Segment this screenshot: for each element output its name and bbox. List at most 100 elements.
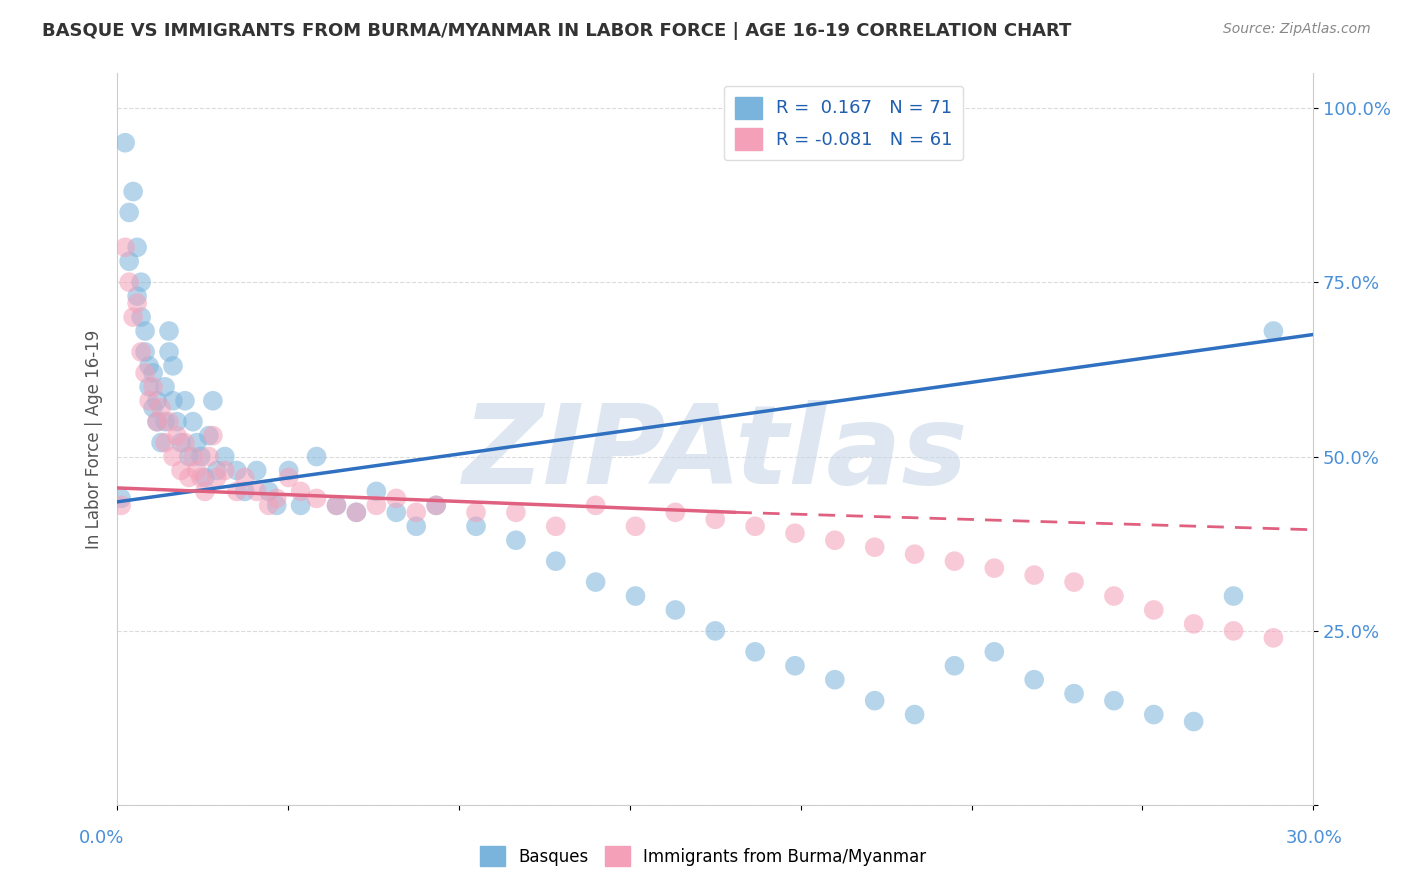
- Point: [783, 658, 806, 673]
- Point: [129, 275, 152, 289]
- Point: [366, 484, 388, 499]
- Point: [166, 428, 188, 442]
- Text: BASQUE VS IMMIGRANTS FROM BURMA/MYANMAR IN LABOR FORCE | AGE 16-19 CORRELATION C: BASQUE VS IMMIGRANTS FROM BURMA/MYANMAR …: [42, 22, 1071, 40]
- Point: [1024, 568, 1046, 582]
- Point: [150, 435, 173, 450]
- Point: [114, 240, 136, 254]
- Text: ZIPAtlas: ZIPAtlas: [463, 401, 967, 508]
- Point: [257, 484, 280, 499]
- Point: [190, 470, 212, 484]
- Point: [186, 463, 208, 477]
- Point: [744, 519, 766, 533]
- Point: [266, 491, 288, 506]
- Point: [127, 289, 149, 303]
- Point: [1263, 631, 1285, 645]
- Point: [177, 470, 200, 484]
- Point: [127, 240, 149, 254]
- Point: [134, 366, 156, 380]
- Point: [134, 324, 156, 338]
- Point: [174, 435, 197, 450]
- Point: [138, 359, 160, 373]
- Point: [142, 401, 165, 415]
- Point: [170, 435, 193, 450]
- Point: [585, 575, 607, 590]
- Point: [903, 707, 925, 722]
- Point: [1063, 687, 1085, 701]
- Point: [1024, 673, 1046, 687]
- Point: [198, 428, 221, 442]
- Point: [277, 463, 299, 477]
- Point: [114, 136, 136, 150]
- Point: [153, 435, 176, 450]
- Y-axis label: In Labor Force | Age 16-19: In Labor Force | Age 16-19: [86, 329, 103, 549]
- Point: [325, 499, 347, 513]
- Point: [824, 673, 846, 687]
- Point: [146, 415, 169, 429]
- Point: [863, 693, 886, 707]
- Point: [385, 491, 408, 506]
- Point: [624, 589, 647, 603]
- Point: [983, 645, 1005, 659]
- Legend: Basques, Immigrants from Burma/Myanmar: Basques, Immigrants from Burma/Myanmar: [472, 839, 934, 873]
- Point: [1063, 575, 1085, 590]
- Point: [366, 499, 388, 513]
- Point: [150, 401, 173, 415]
- Point: [544, 519, 567, 533]
- Point: [1222, 624, 1244, 638]
- Point: [127, 296, 149, 310]
- Point: [1143, 603, 1166, 617]
- Point: [1182, 616, 1205, 631]
- Point: [134, 345, 156, 359]
- Point: [465, 519, 488, 533]
- Point: [1182, 714, 1205, 729]
- Point: [704, 512, 727, 526]
- Point: [205, 463, 228, 477]
- Legend: R =  0.167   N = 71, R = -0.081   N = 61: R = 0.167 N = 71, R = -0.081 N = 61: [724, 86, 963, 161]
- Point: [664, 505, 686, 519]
- Point: [585, 499, 607, 513]
- Point: [344, 505, 367, 519]
- Point: [201, 393, 224, 408]
- Point: [246, 484, 269, 499]
- Point: [110, 499, 132, 513]
- Point: [405, 519, 427, 533]
- Point: [405, 505, 427, 519]
- Text: 0.0%: 0.0%: [79, 829, 124, 847]
- Point: [744, 645, 766, 659]
- Point: [157, 415, 180, 429]
- Point: [138, 380, 160, 394]
- Point: [225, 484, 247, 499]
- Text: Source: ZipAtlas.com: Source: ZipAtlas.com: [1223, 22, 1371, 37]
- Point: [162, 359, 184, 373]
- Point: [146, 393, 169, 408]
- Point: [110, 491, 132, 506]
- Point: [194, 484, 217, 499]
- Point: [704, 624, 727, 638]
- Point: [1102, 589, 1125, 603]
- Point: [277, 470, 299, 484]
- Point: [138, 393, 160, 408]
- Point: [903, 547, 925, 561]
- Point: [624, 519, 647, 533]
- Point: [943, 658, 966, 673]
- Point: [153, 415, 176, 429]
- Point: [118, 254, 141, 268]
- Point: [325, 499, 347, 513]
- Point: [505, 505, 527, 519]
- Point: [129, 345, 152, 359]
- Point: [257, 499, 280, 513]
- Point: [118, 275, 141, 289]
- Point: [824, 533, 846, 548]
- Point: [664, 603, 686, 617]
- Point: [198, 450, 221, 464]
- Point: [118, 205, 141, 219]
- Point: [1102, 693, 1125, 707]
- Point: [425, 499, 447, 513]
- Point: [166, 415, 188, 429]
- Point: [505, 533, 527, 548]
- Point: [1263, 324, 1285, 338]
- Point: [385, 505, 408, 519]
- Point: [214, 463, 236, 477]
- Point: [205, 470, 228, 484]
- Point: [162, 450, 184, 464]
